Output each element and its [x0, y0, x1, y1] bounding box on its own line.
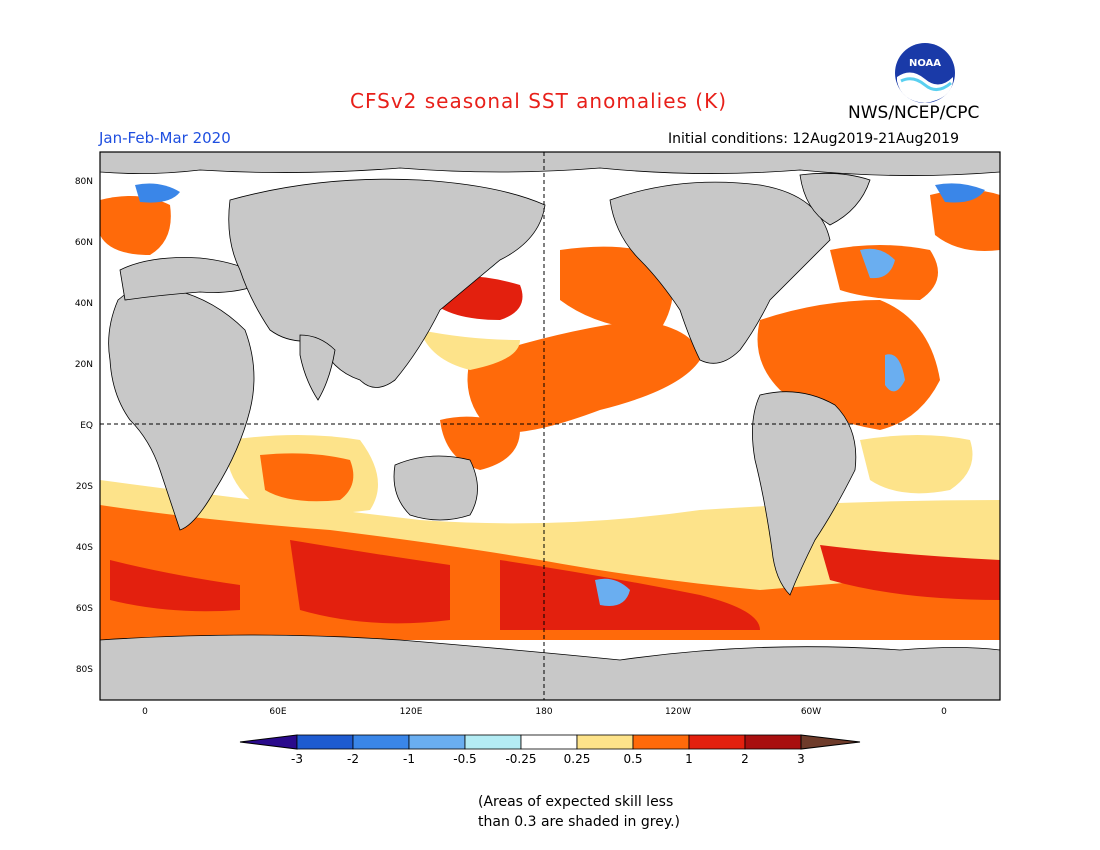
lat-tick-label: 20S: [76, 482, 93, 492]
colorbar-arrow-high: [800, 734, 861, 750]
colorbar-segment: [576, 734, 634, 750]
lat-tick-label: 80N: [75, 177, 93, 187]
colorbar-segment: [352, 734, 410, 750]
colorbar-tick-label: 3: [797, 752, 805, 766]
colorbar-tick-label: -1: [403, 752, 415, 766]
colorbar-segment: [632, 734, 690, 750]
lon-tick-label: 0: [941, 707, 947, 717]
colorbar-segment: [296, 734, 354, 750]
lat-tick-label: 40N: [75, 299, 93, 309]
lat-tick-label: 80S: [76, 665, 93, 675]
lat-tick-label: EQ: [80, 421, 93, 431]
logo-text: NOAA: [909, 58, 941, 69]
colorbar-segment: [744, 734, 802, 750]
latitude-axis: 80N 60N 40N 20N EQ 20S 40S 60S 80S: [75, 177, 93, 675]
colorbar-segment: [520, 734, 578, 750]
lat-tick-label: 20N: [75, 360, 93, 370]
colorbar-segment: [688, 734, 746, 750]
colorbar-tick-label: 0.25: [564, 752, 591, 766]
colorbar-segment: [408, 734, 466, 750]
lat-tick-label: 60N: [75, 238, 93, 248]
cool-anomaly-regions: [135, 183, 985, 606]
colorbar-arrow-low: [239, 734, 298, 750]
skill-note-line1: (Areas of expected skill less: [478, 794, 674, 810]
skill-note-line2: than 0.3 are shaded in grey.): [478, 814, 681, 830]
colorbar-segment: [464, 734, 522, 750]
initial-conditions: Initial conditions: 12Aug2019-21Aug2019: [668, 131, 959, 147]
lon-tick-label: 60E: [269, 707, 286, 717]
lon-tick-label: 60W: [801, 707, 821, 717]
colorbar-tick-label: -3: [291, 752, 303, 766]
colorbar-tick-label: -0.5: [453, 752, 476, 766]
agency-label: NWS/NCEP/CPC: [848, 103, 980, 123]
lat-tick-label: 40S: [76, 543, 93, 553]
colorbar-tick-label: 0.5: [623, 752, 642, 766]
colorbar-tick-label: 2: [741, 752, 749, 766]
lon-tick-label: 180: [535, 707, 552, 717]
noaa-logo: NOAA: [895, 43, 955, 103]
lon-tick-label: 0: [142, 707, 148, 717]
lat-tick-label: 60S: [76, 604, 93, 614]
colorbar-tick-label: 1: [685, 752, 693, 766]
colorbar-tick-label: -2: [347, 752, 359, 766]
lon-tick-label: 120E: [400, 707, 423, 717]
lon-tick-label: 120W: [665, 707, 691, 717]
map-frame: [99, 151, 1001, 701]
longitude-axis: 0 60E 120E 180 120W 60W 0: [142, 707, 947, 717]
skill-note: (Areas of expected skill less than 0.3 a…: [478, 792, 680, 832]
colorbar: -3 -2 -1 -0.5 -0.25 0.25 0.5 1 2 3: [239, 734, 861, 766]
colorbar-tick-label: -0.25: [505, 752, 536, 766]
forecast-period: Jan-Feb-Mar 2020: [99, 129, 231, 147]
land-masses: [100, 152, 1000, 700]
map-title: CFSv2 seasonal SST anomalies (K): [350, 89, 727, 113]
